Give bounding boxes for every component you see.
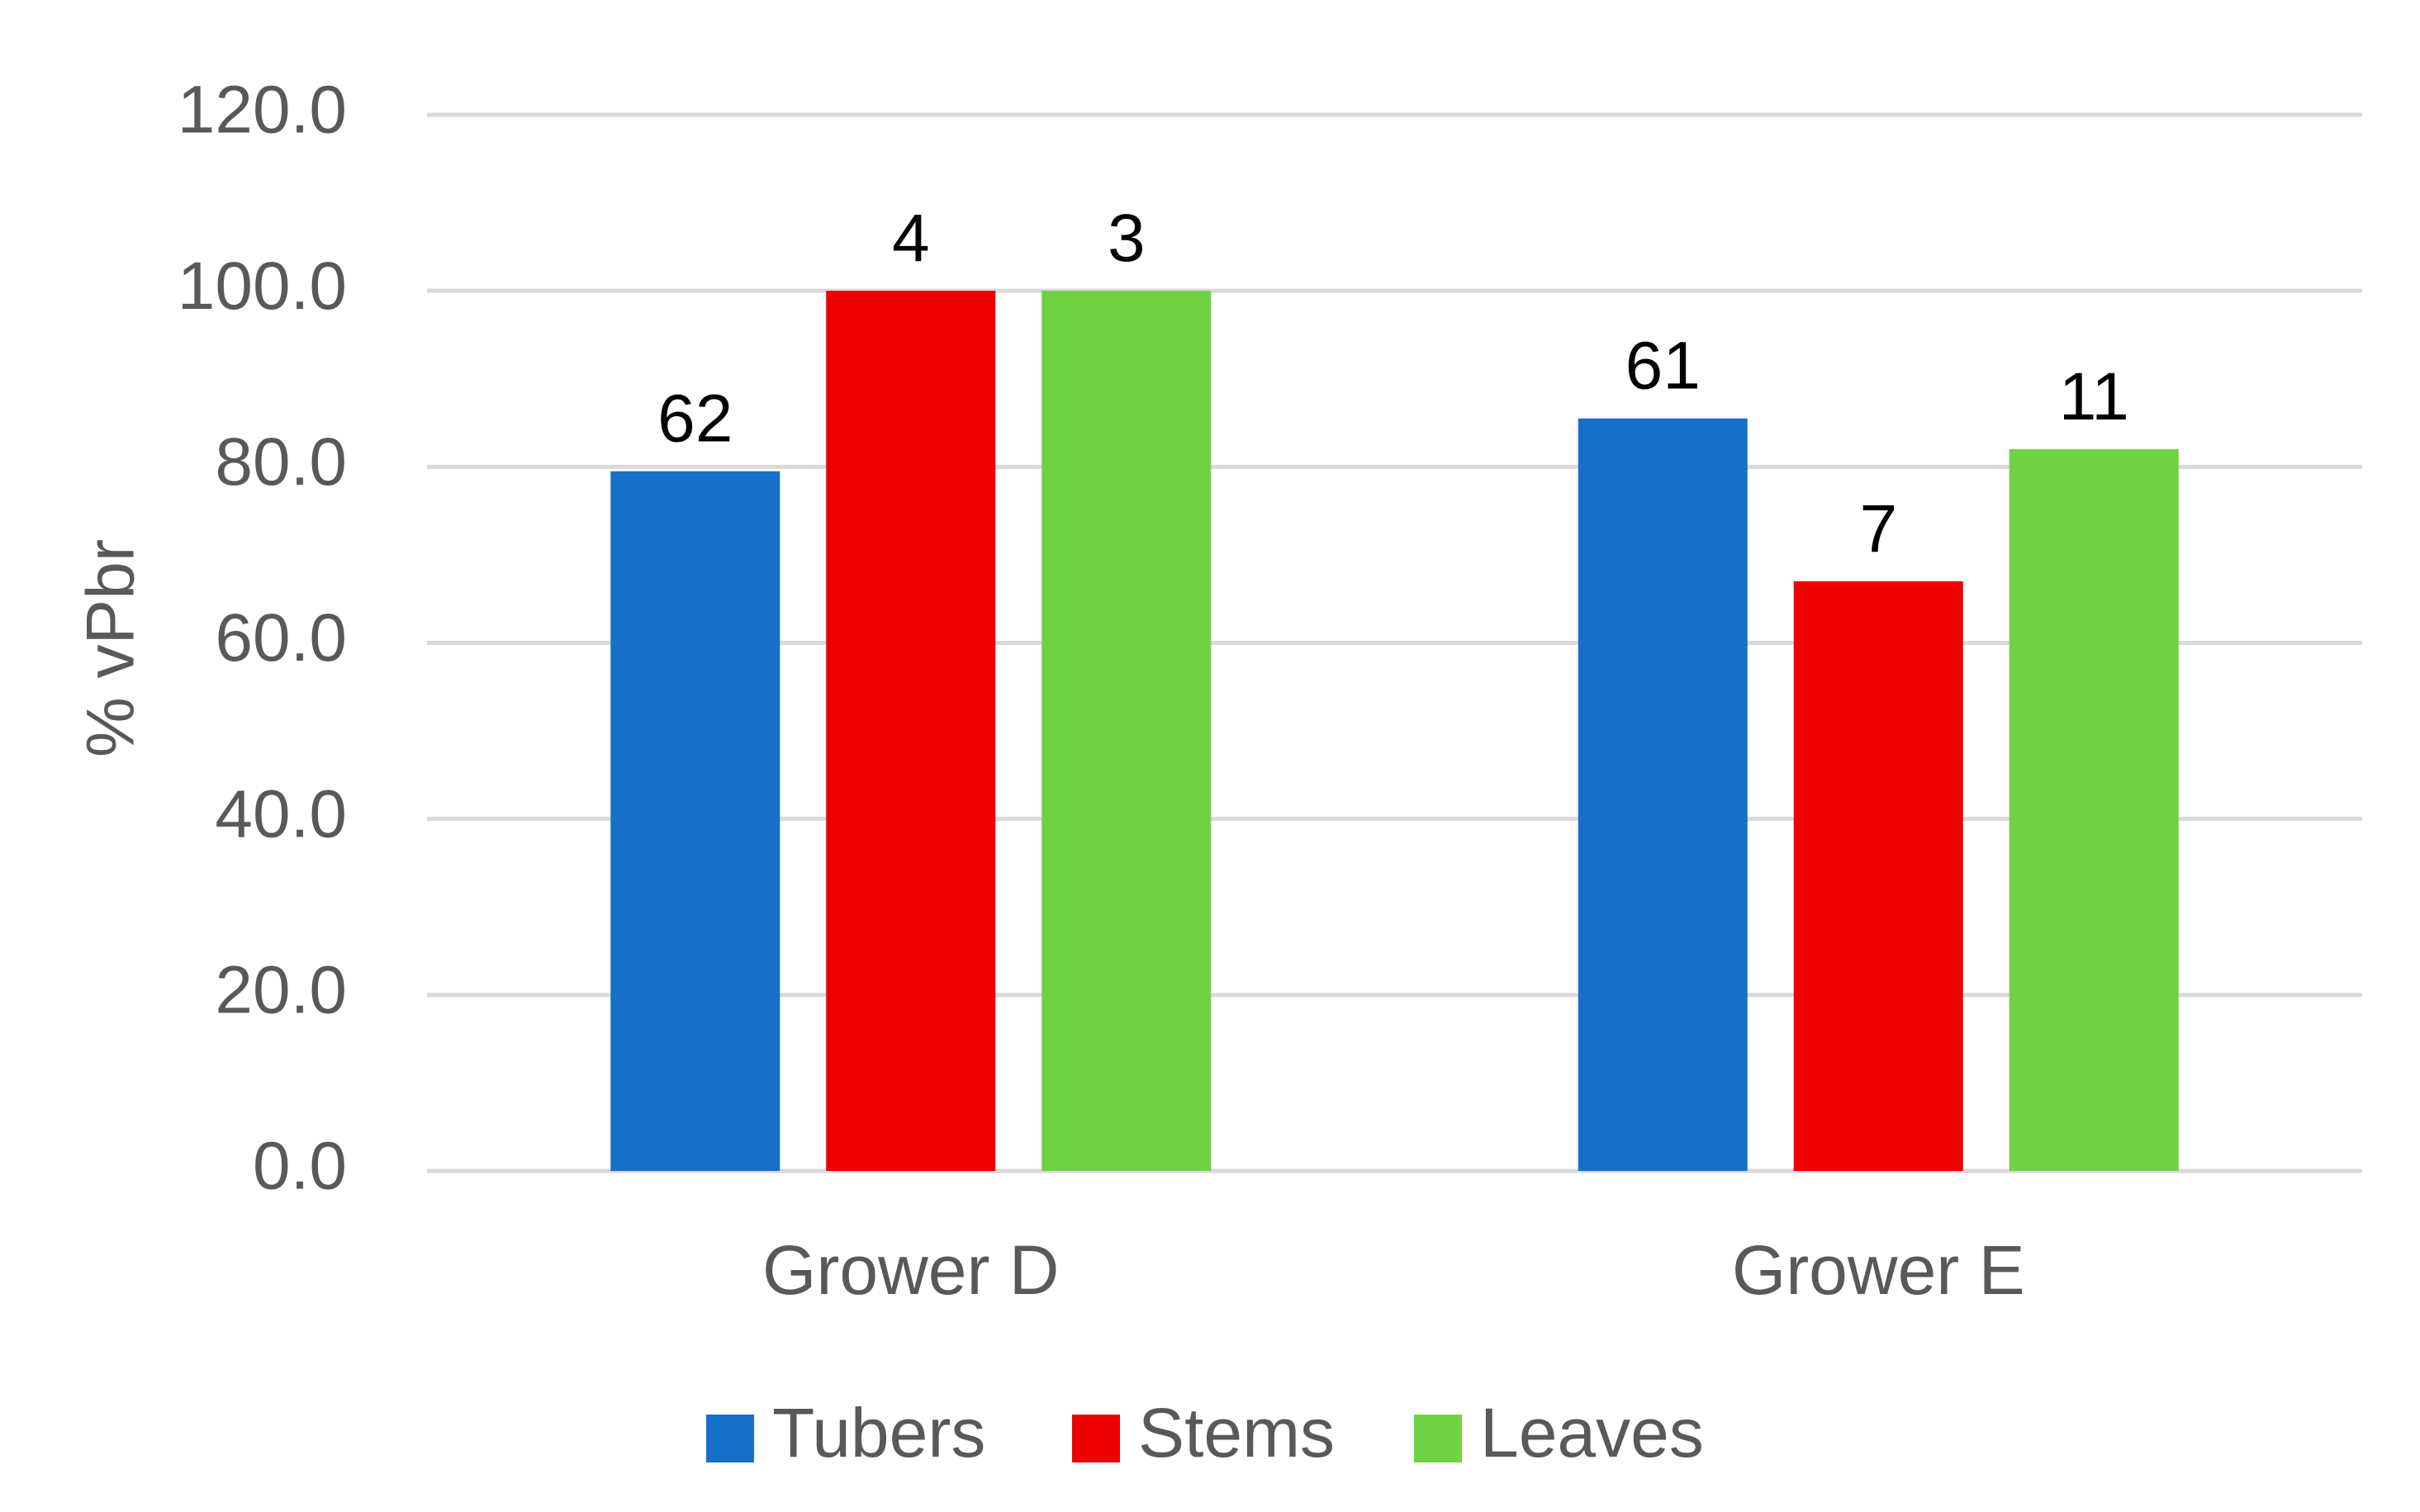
data-label: 4 bbox=[892, 201, 930, 276]
y-tick-label: 80.0 bbox=[215, 424, 347, 500]
y-tick-label: 60.0 bbox=[215, 600, 347, 675]
bar-tubers-grower-e bbox=[1578, 418, 1748, 1171]
legend-swatch-stems bbox=[1072, 1415, 1120, 1462]
x-category-label: Grower E bbox=[1732, 1231, 2025, 1309]
bars bbox=[610, 291, 2179, 1172]
legend-label-tubers: Tubers bbox=[772, 1394, 985, 1472]
bar-leaves-grower-d bbox=[1042, 291, 1212, 1172]
legend: Tubers Stems Leaves bbox=[706, 1394, 1704, 1472]
data-labels: 62 4 3 61 7 11 bbox=[657, 201, 2129, 566]
data-label: 61 bbox=[1625, 329, 1701, 404]
bar-tubers-grower-d bbox=[610, 471, 781, 1171]
legend-swatch-leaves bbox=[1414, 1415, 1462, 1462]
y-axis-title: % vPbr bbox=[74, 539, 149, 757]
x-axis-categories: Grower D Grower E bbox=[762, 1231, 2025, 1309]
data-label: 11 bbox=[2059, 359, 2129, 434]
y-tick-label: 100.0 bbox=[178, 249, 347, 324]
data-label: 7 bbox=[1859, 491, 1897, 566]
y-tick-label: 20.0 bbox=[215, 952, 347, 1027]
legend-swatch-tubers bbox=[706, 1415, 754, 1462]
data-label: 62 bbox=[657, 382, 733, 457]
data-label: 3 bbox=[1108, 201, 1146, 276]
legend-label-leaves: Leaves bbox=[1480, 1394, 1704, 1472]
bar-leaves-grower-e bbox=[2009, 449, 2179, 1171]
y-tick-label: 40.0 bbox=[215, 776, 347, 851]
bar-stems-grower-e bbox=[1793, 581, 1963, 1171]
y-tick-label: 120.0 bbox=[178, 73, 347, 148]
x-category-label: Grower D bbox=[762, 1231, 1059, 1309]
y-axis-ticks: 0.0 20.0 40.0 60.0 80.0 100.0 120.0 bbox=[178, 73, 347, 1204]
y-tick-label: 0.0 bbox=[253, 1129, 347, 1204]
bar-stems-grower-d bbox=[826, 291, 996, 1172]
legend-label-stems: Stems bbox=[1138, 1394, 1335, 1472]
